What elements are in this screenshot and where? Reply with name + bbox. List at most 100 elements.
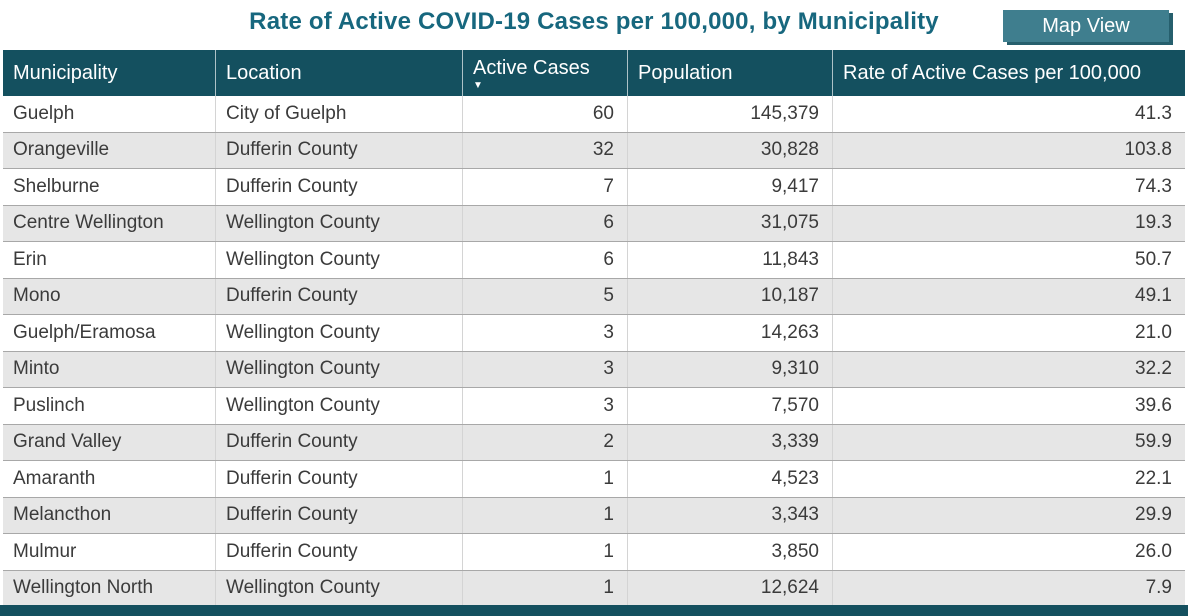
column-header-label: Location	[226, 61, 302, 84]
cell-location: Wellington County	[215, 205, 462, 241]
table-row[interactable]: Guelph City of Guelph 60 145,379 41.3	[3, 96, 1185, 133]
table-row[interactable]: Melancthon Dufferin County 1 3,343 29.9	[3, 497, 1185, 534]
cell-active-cases: 32	[462, 132, 627, 168]
cell-location: Wellington County	[215, 388, 462, 424]
map-view-button[interactable]: Map View	[1003, 10, 1169, 42]
cell-location: Wellington County	[215, 315, 462, 351]
cell-active-cases: 1	[462, 570, 627, 606]
column-header-active-cases[interactable]: Active Cases ▼	[462, 50, 627, 96]
cell-municipality: Minto	[13, 358, 60, 380]
cell-population: 3,339	[627, 424, 832, 460]
column-header-rate[interactable]: Rate of Active Cases per 100,000	[832, 50, 1185, 96]
cell-active-cases: 1	[462, 497, 627, 533]
table-header-row: Municipality Location Active Cases ▼ Pop…	[3, 50, 1185, 96]
cell-rate-of-active-cases-per-100-000: 26.0	[832, 534, 1185, 570]
cell-population: 145,379	[627, 96, 832, 132]
table-row[interactable]: Amaranth Dufferin County 1 4,523 22.1	[3, 461, 1185, 498]
cell-population: 10,187	[627, 278, 832, 314]
cell-rate-of-active-cases-per-100-000: 39.6	[832, 388, 1185, 424]
cell-location: Wellington County	[215, 351, 462, 387]
cell-population: 7,570	[627, 388, 832, 424]
table-row[interactable]: Centre Wellington Wellington County 6 31,07…	[3, 205, 1185, 242]
cell-rate-of-active-cases-per-100-000: 50.7	[832, 242, 1185, 278]
cell-active-cases: 6	[462, 205, 627, 241]
cell-population: 4,523	[627, 461, 832, 497]
cases-table: Municipality Location Active Cases ▼ Pop…	[3, 50, 1185, 607]
table-row[interactable]: Shelburne Dufferin County 7 9,417 74.3	[3, 169, 1185, 206]
cell-population: 3,343	[627, 497, 832, 533]
column-header-population[interactable]: Population	[627, 50, 832, 96]
cell-population: 11,843	[627, 242, 832, 278]
column-header-label: Municipality	[13, 61, 118, 84]
cell-population: 9,417	[627, 169, 832, 205]
cell-population: 14,263	[627, 315, 832, 351]
cell-location: Wellington County	[215, 570, 462, 606]
cell-rate-of-active-cases-per-100-000: 103.8	[832, 132, 1185, 168]
table-row[interactable]: Guelph/Eramosa Wellington County 3 14,263 21…	[3, 315, 1185, 352]
cell-location: Dufferin County	[215, 169, 462, 205]
cell-rate-of-active-cases-per-100-000: 49.1	[832, 278, 1185, 314]
cell-location: Dufferin County	[215, 278, 462, 314]
title-bar: Rate of Active COVID-19 Cases per 100,00…	[0, 0, 1188, 50]
cell-location: City of Guelph	[215, 96, 462, 132]
cell-rate-of-active-cases-per-100-000: 74.3	[832, 169, 1185, 205]
cell-active-cases: 1	[462, 461, 627, 497]
cell-rate-of-active-cases-per-100-000: 19.3	[832, 205, 1185, 241]
cell-location: Dufferin County	[215, 461, 462, 497]
table-row[interactable]: Puslinch Wellington County 3 7,570 39.6	[3, 388, 1185, 425]
cell-active-cases: 7	[462, 169, 627, 205]
page-title: Rate of Active COVID-19 Cases per 100,00…	[249, 8, 939, 35]
column-header-municipality[interactable]: Municipality	[3, 50, 215, 96]
cell-municipality: Wellington North	[13, 577, 154, 599]
table-row[interactable]: Orangeville Dufferin County 32 30,828 103.8	[3, 132, 1185, 169]
column-header-location[interactable]: Location	[215, 50, 462, 96]
cell-active-cases: 6	[462, 242, 627, 278]
cell-active-cases: 5	[462, 278, 627, 314]
column-header-label: Active Cases	[473, 56, 590, 79]
cell-active-cases: 3	[462, 315, 627, 351]
cell-municipality: Amaranth	[13, 467, 96, 489]
cell-municipality: Grand Valley	[13, 431, 122, 453]
cell-municipality: Guelph	[13, 102, 75, 124]
cell-population: 3,850	[627, 534, 832, 570]
cell-municipality: Melancthon	[13, 504, 112, 526]
table-row[interactable]: Erin Wellington County 6 11,843 50.7	[3, 242, 1185, 279]
table-row[interactable]: Minto Wellington County 3 9,310 32.2	[3, 351, 1185, 388]
cell-municipality: Mulmur	[13, 540, 77, 562]
cell-rate-of-active-cases-per-100-000: 22.1	[832, 461, 1185, 497]
cell-rate-of-active-cases-per-100-000: 41.3	[832, 96, 1185, 132]
sort-descending-icon: ▼	[473, 79, 483, 91]
cell-population: 31,075	[627, 205, 832, 241]
table-footer-bar	[0, 605, 1188, 616]
cell-municipality: Centre Wellington	[13, 212, 164, 234]
table-body: Guelph City of Guelph 60 145,379 41.3 Orangev…	[3, 96, 1185, 607]
cell-active-cases: 1	[462, 534, 627, 570]
column-header-label: Rate of Active Cases per 100,000	[843, 61, 1141, 84]
cell-location: Dufferin County	[215, 534, 462, 570]
cell-rate-of-active-cases-per-100-000: 32.2	[832, 351, 1185, 387]
cell-municipality: Erin	[13, 248, 47, 270]
table-row[interactable]: Mulmur Dufferin County 1 3,850 26.0	[3, 534, 1185, 571]
cell-rate-of-active-cases-per-100-000: 29.9	[832, 497, 1185, 533]
column-header-label: Population	[638, 61, 733, 84]
cell-municipality: Mono	[13, 285, 61, 307]
cell-active-cases: 3	[462, 351, 627, 387]
cell-location: Dufferin County	[215, 132, 462, 168]
cell-location: Dufferin County	[215, 424, 462, 460]
cell-location: Dufferin County	[215, 497, 462, 533]
cell-population: 9,310	[627, 351, 832, 387]
cell-rate-of-active-cases-per-100-000: 59.9	[832, 424, 1185, 460]
cell-active-cases: 2	[462, 424, 627, 460]
table-row[interactable]: Wellington North Wellington County 1 12,624…	[3, 570, 1185, 607]
cell-population: 30,828	[627, 132, 832, 168]
table-row[interactable]: Grand Valley Dufferin County 2 3,339 59.9	[3, 424, 1185, 461]
cell-active-cases: 3	[462, 388, 627, 424]
cell-active-cases: 60	[462, 96, 627, 132]
cell-municipality: Guelph/Eramosa	[13, 321, 156, 343]
cell-municipality: Shelburne	[13, 175, 100, 197]
cell-location: Wellington County	[215, 242, 462, 278]
table-row[interactable]: Mono Dufferin County 5 10,187 49.1	[3, 278, 1185, 315]
cell-municipality: Puslinch	[13, 394, 85, 416]
cell-rate-of-active-cases-per-100-000: 21.0	[832, 315, 1185, 351]
cell-municipality: Orangeville	[13, 139, 110, 161]
